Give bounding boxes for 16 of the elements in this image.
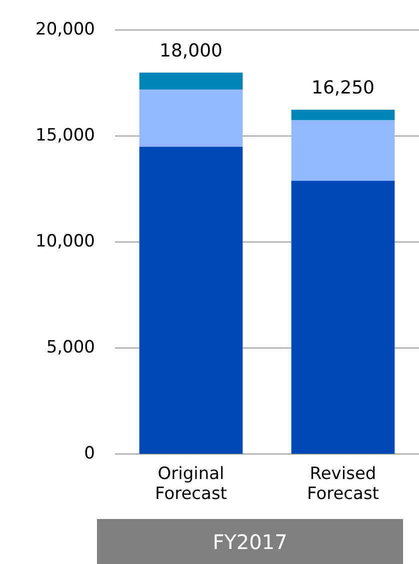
total-label: 18,000 [160,40,222,62]
total-label: 16,250 [312,77,374,98]
x-tick-label: Revised Forecast [307,464,380,504]
y-tick-label: 10,000 [36,232,95,252]
x-tick-label: Original Forecast [155,464,228,504]
y-tick-label: 15,000 [36,126,95,146]
bar [291,110,395,120]
bar [139,72,243,90]
bar [291,120,395,181]
bar [291,180,395,454]
bar [139,90,243,147]
text: FY2017 [97,519,403,564]
y-tick-label: 5,000 [46,338,95,358]
y-tick-label: 0 [84,444,95,464]
bar [139,146,243,454]
y-tick-label: 20,000 [36,20,95,40]
